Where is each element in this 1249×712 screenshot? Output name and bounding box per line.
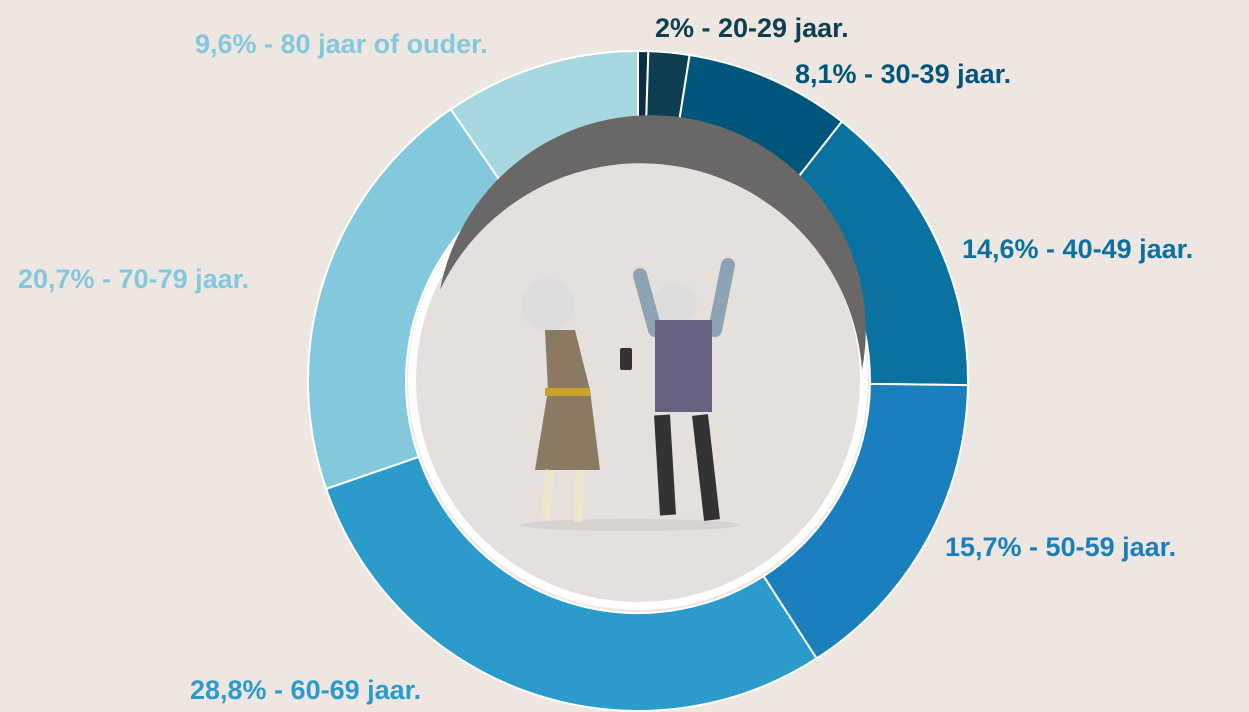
- slice-label: 8,1% - 30-39 jaar.: [795, 59, 1011, 89]
- center-illustration: [408, 115, 868, 610]
- head: [653, 283, 697, 327]
- slice: [307, 107, 508, 491]
- legs: [540, 469, 585, 523]
- trousers: [654, 414, 720, 521]
- slice-label: 2% - 20-29 jaar.: [655, 13, 849, 43]
- sweater: [655, 320, 712, 412]
- inner-shadow: [440, 115, 866, 370]
- slice: [324, 455, 818, 712]
- phone: [620, 348, 632, 370]
- slice-label: 15,7% - 50-59 jaar.: [945, 532, 1176, 562]
- slice-label: 9,6% - 80 jaar of ouder.: [195, 29, 488, 59]
- inner-disc: [416, 158, 860, 602]
- slice-label: 14,6% - 40-49 jaar.: [962, 234, 1193, 264]
- belt: [545, 388, 590, 396]
- slice-label: 20,7% - 70-79 jaar.: [18, 264, 249, 294]
- arms: [633, 258, 735, 337]
- floor-shadow: [520, 519, 740, 531]
- dress: [535, 330, 600, 470]
- labels: 2% - 20-29 jaar. 8,1% - 30-39 jaar. 14,6% …: [18, 13, 1193, 705]
- slice-label: 28,8% - 60-69 jaar.: [190, 675, 421, 705]
- hair: [522, 279, 574, 331]
- donut: [307, 49, 969, 712]
